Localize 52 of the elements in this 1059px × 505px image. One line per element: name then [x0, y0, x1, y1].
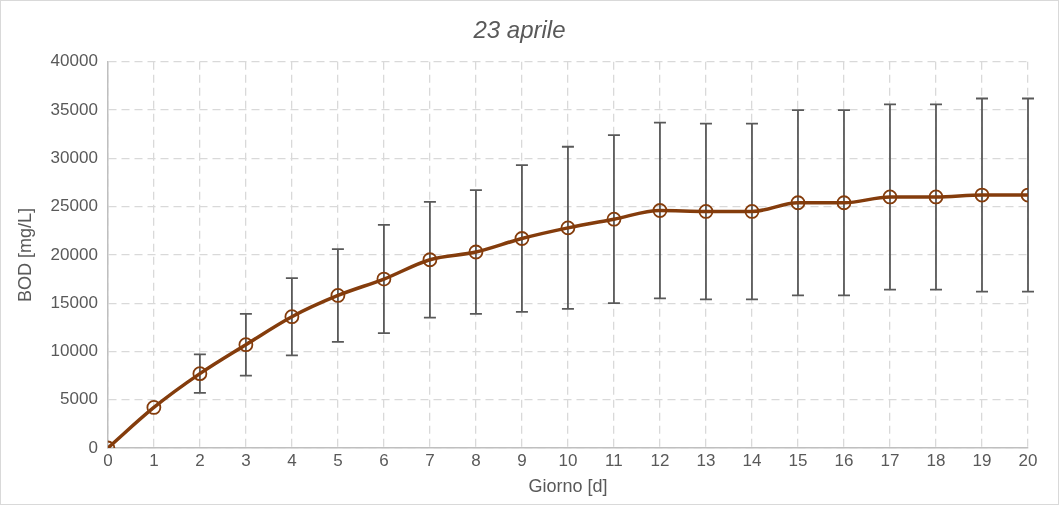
y-tick-label: 40000 [50, 51, 98, 71]
x-tick-label: 4 [287, 450, 297, 470]
point [652, 203, 668, 218]
x-tick-label: 16 [834, 450, 854, 470]
point [560, 220, 576, 236]
y-axis-title: BOD [mg/L] [14, 207, 35, 302]
point [330, 288, 346, 303]
x-tick-label: 7 [425, 450, 435, 470]
point [376, 271, 392, 287]
y-tick-label: 5000 [60, 389, 98, 409]
point [146, 400, 162, 415]
x-tick-label: 13 [696, 450, 716, 470]
x-tick-label: 19 [972, 450, 992, 470]
x-tick-label: 6 [379, 450, 389, 470]
y-tick-label: 35000 [50, 99, 98, 119]
y-tick-label: 15000 [50, 292, 98, 312]
point [882, 189, 898, 205]
x-tick-label: 14 [742, 450, 762, 470]
x-axis-title: Giorno [d] [528, 476, 608, 497]
point [974, 187, 990, 203]
x-tick-label: 5 [333, 450, 343, 470]
x-tick-label: 18 [926, 450, 946, 470]
y-tick-label: 10000 [50, 341, 98, 361]
point [606, 211, 622, 227]
point [836, 195, 852, 211]
x-tick-label: 3 [241, 450, 251, 470]
x-tick-label: 20 [1018, 450, 1038, 470]
point [238, 337, 254, 353]
point [790, 195, 806, 211]
x-tick-label: 17 [880, 450, 900, 470]
x-tick-label: 2 [195, 450, 205, 470]
chart-title: 23 aprile [472, 16, 566, 44]
point [192, 366, 208, 382]
point [698, 204, 714, 219]
point [422, 252, 438, 268]
x-tick-label: 8 [471, 450, 481, 470]
x-tick-label: 10 [558, 450, 578, 470]
point [928, 189, 944, 205]
point [284, 309, 300, 325]
y-tick-label: 20000 [50, 244, 98, 264]
x-tick-label: 15 [788, 450, 808, 470]
x-tick-label: 12 [650, 450, 670, 470]
x-tick-label: 1 [149, 450, 159, 470]
point [744, 204, 760, 219]
y-tick-label: 0 [88, 437, 98, 457]
x-tick-label: 9 [517, 450, 527, 470]
point [468, 244, 484, 260]
point [514, 231, 530, 246]
x-tick-label: 11 [605, 450, 623, 470]
y-tick-label: 30000 [50, 148, 98, 168]
x-tick-label: 0 [103, 450, 113, 470]
y-tick-label: 25000 [50, 196, 98, 216]
